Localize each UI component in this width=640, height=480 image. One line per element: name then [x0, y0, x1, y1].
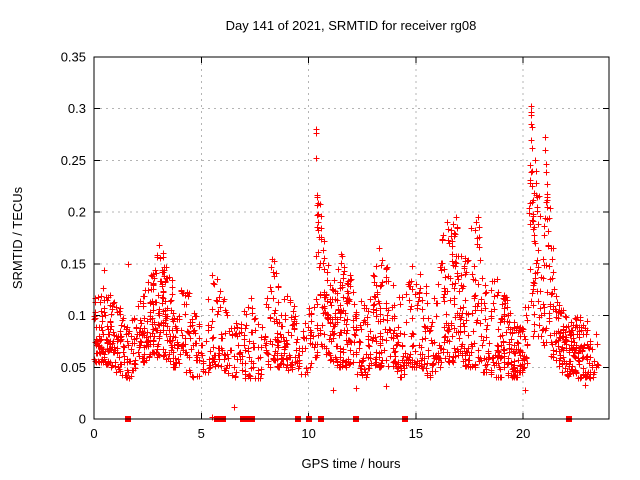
y-tick-label: 0.1 — [68, 308, 86, 323]
y-tick-label: 0 — [79, 412, 86, 427]
y-axis-label: SRMTID / TECUs — [10, 186, 25, 289]
x-tick-label: 20 — [516, 426, 530, 441]
y-tick-label: 0.25 — [61, 153, 86, 168]
y-tick-label: 0.3 — [68, 101, 86, 116]
y-tick-label: 0.35 — [61, 50, 86, 65]
x-tick-label: 5 — [198, 426, 205, 441]
x-axis-label: GPS time / hours — [302, 456, 401, 471]
x-tick-label: 15 — [409, 426, 423, 441]
x-tick-label: 10 — [301, 426, 315, 441]
data-points-srmtid — [91, 103, 602, 421]
x-tick-label: 0 — [90, 426, 97, 441]
tick-labels: 0 5 10 15 20 0 0.05 0.1 0.15 0.2 0.25 0.3 0.35 — [61, 50, 531, 442]
chart-title: Day 141 of 2021, SRMTID for receiver rg0… — [226, 18, 477, 33]
y-tick-label: 0.05 — [61, 360, 86, 375]
y-tick-label: 0.2 — [68, 205, 86, 220]
plot-border — [93, 56, 610, 420]
y-tick-label: 0.15 — [61, 256, 86, 271]
